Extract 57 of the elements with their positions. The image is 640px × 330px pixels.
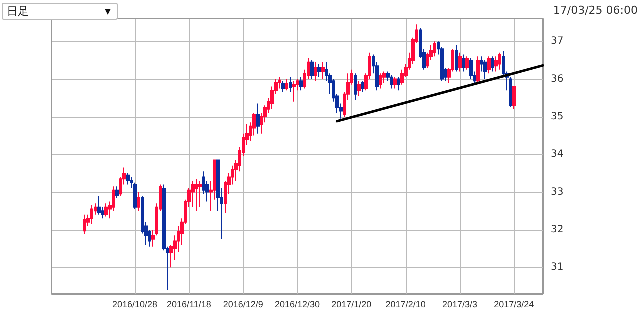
y-tick-label: 36 <box>551 74 564 85</box>
candlestick <box>458 52 462 72</box>
y-tick-label: 35 <box>551 111 564 122</box>
y-tick-label: 37 <box>551 36 564 48</box>
candlestick <box>483 60 487 80</box>
candlestick <box>469 58 473 80</box>
candlestick <box>299 76 303 92</box>
candlestick <box>104 203 108 218</box>
x-tick-label: 2017/3/3 <box>442 300 478 310</box>
x-tick-label: 2016/10/28 <box>112 300 158 310</box>
candlestick <box>379 73 382 90</box>
candlestick <box>357 80 361 97</box>
candlestick <box>292 80 296 102</box>
text: 17/03/25 06:00 <box>553 3 638 18</box>
x-tick-label: 2016/12/9 <box>223 300 264 310</box>
candlestick <box>512 86 516 110</box>
y-tick-label: 33 <box>551 186 564 198</box>
candlestick <box>289 76 292 93</box>
period-dropdown: 日足 <box>2 3 118 20</box>
candlestick <box>465 56 469 70</box>
candlestick <box>317 64 321 78</box>
y-tick-label: 34 <box>551 149 564 160</box>
candlestick <box>90 204 93 225</box>
candlestick <box>390 75 393 90</box>
candlestick <box>498 52 501 70</box>
candlestick <box>314 62 317 82</box>
candlestick <box>462 54 465 72</box>
candlestick <box>393 76 397 90</box>
candlestick <box>195 178 198 212</box>
candlestick <box>354 73 357 100</box>
candlestick <box>83 214 86 235</box>
candlestick <box>487 56 491 74</box>
x-tick-label: 2017/2/10 <box>386 300 426 310</box>
x-tick-label: 2016/11/18 <box>166 300 212 310</box>
candlestick <box>256 103 260 134</box>
candlestick <box>285 78 288 92</box>
candlestick <box>491 56 494 72</box>
candlestick <box>397 76 400 92</box>
candlestick <box>97 196 101 216</box>
candlestick <box>310 60 314 80</box>
candlestick <box>281 80 285 93</box>
candlestick <box>137 192 140 212</box>
candlestick <box>115 186 119 198</box>
candlestick <box>455 44 458 72</box>
y-tick-label: 31 <box>551 262 564 274</box>
candlestick <box>433 41 436 58</box>
candlestick <box>321 62 325 80</box>
candlestick <box>126 172 130 186</box>
x-tick-label: 2017/1/20 <box>332 300 372 310</box>
candlestick <box>361 80 364 93</box>
candlestick <box>494 56 498 72</box>
x-tick-label: 2016/12/30 <box>274 300 320 310</box>
y-tick-label: 32 <box>551 224 564 236</box>
candlestick <box>191 180 195 208</box>
candlestick <box>476 56 480 84</box>
x-tick-label: 2017/3/24 <box>494 300 534 310</box>
candlestick <box>198 180 202 208</box>
